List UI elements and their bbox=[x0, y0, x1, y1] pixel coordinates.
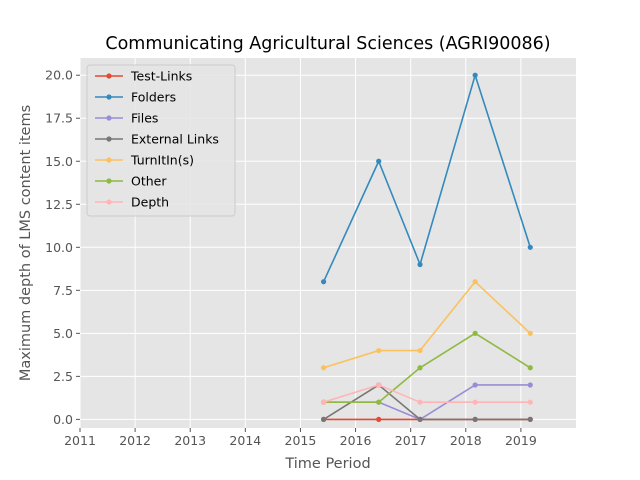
data-point-turnitin-s bbox=[417, 347, 423, 354]
y-tick-label: 0.0 bbox=[53, 412, 73, 427]
y-tick-label: 10.0 bbox=[45, 240, 73, 255]
data-point-turnitin-s bbox=[527, 330, 533, 336]
data-point-other bbox=[472, 330, 478, 336]
data-point-turnitin-s bbox=[320, 365, 327, 371]
legend-swatch-marker bbox=[106, 136, 112, 142]
x-axis: 2011 2012 2013 2014 2015 2016 2017 2018 2019 bbox=[64, 428, 537, 448]
legend-item-test-links: Test-Links bbox=[95, 69, 192, 84]
y-tick-label: 7.5 bbox=[53, 283, 73, 298]
y-tick-label: 12.5 bbox=[45, 197, 73, 212]
data-point-other bbox=[376, 399, 382, 405]
y-tick-label: 5.0 bbox=[53, 326, 73, 341]
legend-label: Files bbox=[131, 111, 158, 126]
data-point-folders bbox=[376, 158, 382, 164]
data-point-test-links bbox=[376, 416, 382, 422]
legend-label: TurnItIn(s) bbox=[130, 153, 194, 168]
legend-item-depth: Depth bbox=[95, 195, 169, 210]
chart-title: Communicating Agricultural Sciences (AGR… bbox=[105, 34, 550, 54]
series-lines bbox=[320, 72, 533, 422]
legend-swatch-marker bbox=[106, 73, 112, 79]
series-folders bbox=[320, 72, 533, 285]
x-tick-label: 2018 bbox=[450, 433, 482, 448]
data-point-files bbox=[527, 382, 533, 388]
y-axis: 0.0 2.5 5.0 7.5 10.0 12.5 15.0 17.5 20.0 bbox=[45, 68, 80, 427]
legend-swatch-marker bbox=[106, 94, 112, 100]
y-tick-label: 20.0 bbox=[45, 68, 73, 83]
x-tick-label: 2013 bbox=[174, 433, 206, 448]
legend-item-external-links: External Links bbox=[95, 132, 219, 147]
data-point-folders bbox=[472, 72, 478, 78]
legend-swatch-marker bbox=[106, 157, 112, 163]
data-point-depth bbox=[320, 399, 327, 405]
data-point-external-links bbox=[527, 416, 533, 422]
x-tick-label: 2012 bbox=[119, 433, 151, 448]
data-point-depth bbox=[527, 399, 533, 405]
data-point-folders bbox=[527, 244, 533, 250]
legend-swatch-marker bbox=[106, 199, 112, 205]
data-point-external-links bbox=[320, 416, 327, 422]
data-point-other bbox=[527, 365, 533, 371]
y-tick-label: 15.0 bbox=[45, 154, 73, 169]
data-point-depth bbox=[472, 399, 478, 405]
x-tick-label: 2017 bbox=[395, 433, 427, 448]
legend-item-files: Files bbox=[95, 111, 158, 126]
legend-label: Other bbox=[131, 174, 167, 189]
legend-item-other: Other bbox=[95, 174, 167, 189]
data-point-folders bbox=[417, 261, 423, 268]
data-point-files bbox=[472, 382, 478, 388]
legend-label: Folders bbox=[131, 90, 176, 105]
y-tick-label: 2.5 bbox=[53, 369, 73, 384]
series-turnitin-s bbox=[320, 279, 533, 371]
data-point-external-links bbox=[472, 416, 478, 422]
x-axis-title: Time Period bbox=[284, 456, 370, 472]
x-tick-label: 2016 bbox=[340, 433, 372, 448]
legend-box bbox=[86, 64, 236, 217]
data-point-folders bbox=[320, 279, 327, 285]
y-tick-label: 17.5 bbox=[45, 111, 73, 126]
series-depth bbox=[320, 382, 533, 405]
x-tick-label: 2011 bbox=[64, 433, 96, 448]
legend-swatch-marker bbox=[106, 115, 112, 121]
data-point-turnitin-s bbox=[472, 279, 478, 285]
y-axis-title: Maximum depth of LMS content items bbox=[18, 105, 34, 381]
x-tick-label: 2019 bbox=[505, 433, 537, 448]
legend-item-turnitin-s: TurnItIn(s) bbox=[95, 153, 194, 168]
legend-swatch-marker bbox=[106, 178, 112, 184]
data-point-depth bbox=[417, 399, 423, 405]
legend-item-folders: Folders bbox=[95, 90, 176, 105]
legend: Test-Links Folders Files External Links Turn… bbox=[86, 64, 236, 217]
legend-label: Depth bbox=[131, 195, 169, 210]
data-point-other bbox=[417, 365, 423, 371]
legend-label: External Links bbox=[131, 132, 219, 147]
x-tick-label: 2015 bbox=[285, 433, 317, 448]
legend-label: Test-Links bbox=[130, 69, 192, 84]
data-point-turnitin-s bbox=[376, 347, 382, 354]
data-point-external-links bbox=[417, 416, 423, 422]
data-point-depth bbox=[376, 382, 382, 388]
x-tick-label: 2014 bbox=[229, 433, 261, 448]
